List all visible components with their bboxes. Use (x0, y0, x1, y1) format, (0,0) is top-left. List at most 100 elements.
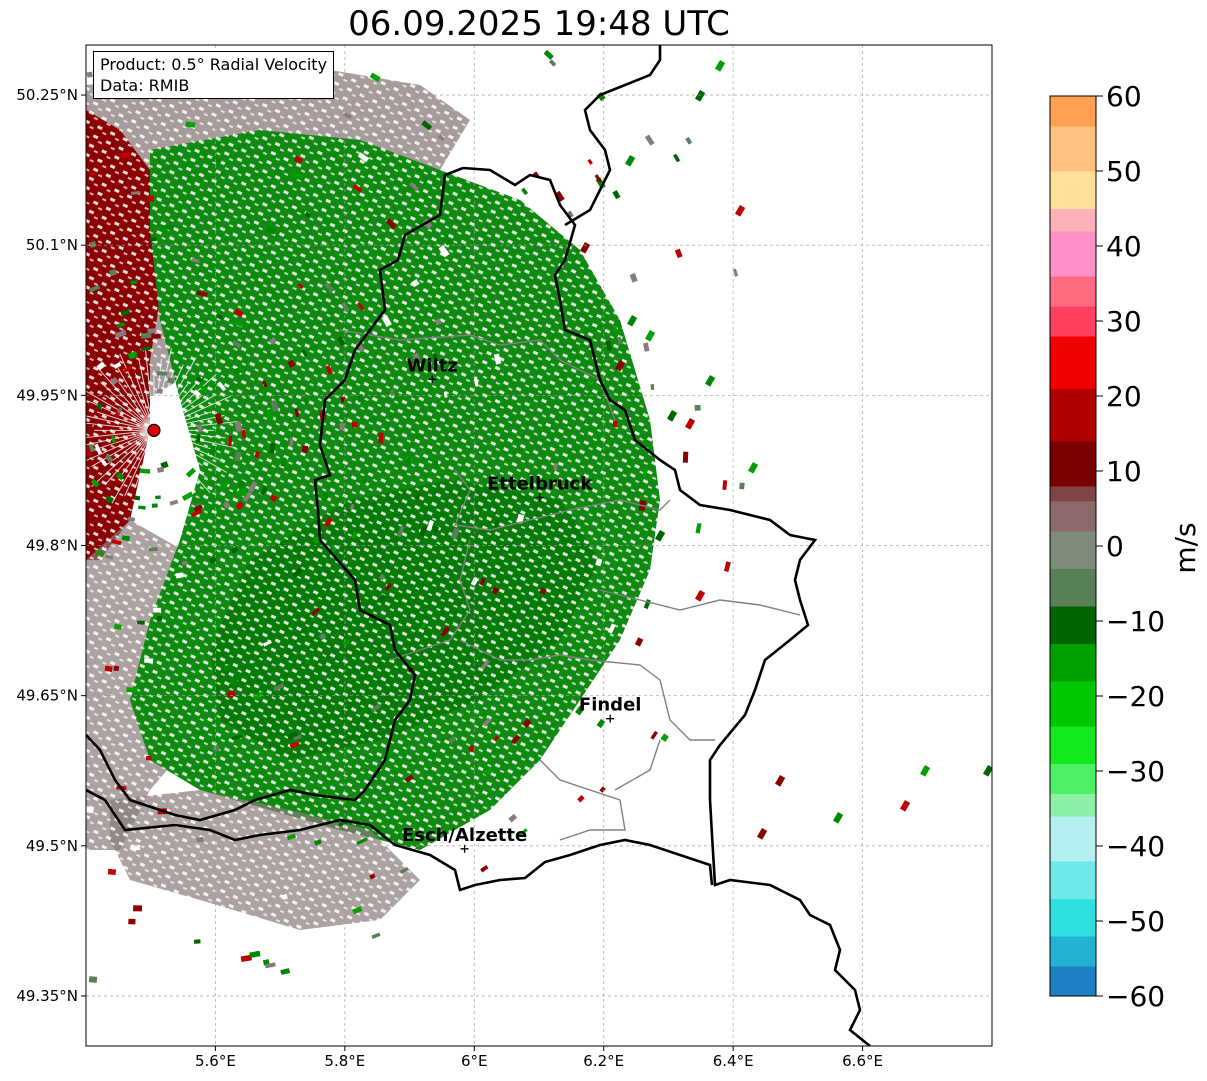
echo-block (920, 765, 931, 777)
echo-block (113, 623, 122, 630)
radar-radial (86, 429, 155, 439)
radar-radial (153, 373, 217, 431)
echo-block (643, 342, 650, 352)
echo-block (685, 136, 693, 145)
echo-block (153, 607, 162, 613)
colorbar-segment (1050, 966, 1096, 997)
echo-block (269, 442, 276, 454)
echo-block (434, 459, 439, 469)
echo-block (757, 828, 768, 840)
echo-block (553, 463, 558, 471)
lon-tick-label: 5.8°E (324, 1052, 365, 1070)
echo-block (304, 211, 312, 218)
echo-block (147, 328, 156, 334)
city-layer: Wiltz Ettelbruck Findel Esch/Alzette (402, 355, 641, 853)
echo-block (188, 625, 199, 631)
echo-block (548, 59, 557, 67)
echo-block (294, 408, 300, 418)
echo-block (88, 284, 101, 293)
radar-radial (105, 430, 155, 485)
echo-block (414, 493, 421, 500)
info-box: Product: 0.5° Radial Velocity Data: RMIB (93, 51, 335, 99)
echo-block (685, 417, 696, 430)
echo-block (369, 72, 381, 82)
echo-block (575, 705, 585, 716)
echo-block (493, 519, 500, 529)
echo-block (160, 461, 169, 469)
colorbar-tick-label: −40 (1106, 830, 1165, 863)
echo-block (151, 503, 158, 508)
echo-block (191, 508, 203, 518)
echo-block (217, 381, 227, 392)
echo-block (493, 353, 502, 365)
radar-radial (153, 393, 217, 431)
echo-block (116, 407, 123, 414)
radar-radial (153, 357, 197, 431)
echo-block (155, 495, 161, 500)
echo-block (389, 389, 396, 397)
radar-radial (153, 364, 184, 431)
colorbar-segment (1050, 276, 1096, 307)
echo-block (473, 376, 479, 387)
echo-block (233, 451, 242, 462)
echo-block (236, 486, 245, 495)
echo-block (169, 499, 179, 506)
echo-block (196, 836, 204, 843)
echo-block (191, 258, 200, 263)
echo-block (196, 290, 208, 298)
country-border-south (86, 788, 714, 892)
echo-block (149, 237, 157, 242)
echo-block (287, 359, 296, 368)
country-border-north (564, 45, 662, 227)
echo-block (493, 735, 499, 742)
echo-block (250, 661, 258, 667)
echo-block (297, 282, 304, 290)
echo-block (351, 531, 359, 540)
colorbar-tick-label: −10 (1106, 605, 1165, 638)
echo-block (198, 384, 209, 394)
colorbar-tick-label: 30 (1106, 305, 1142, 338)
echo-block (110, 435, 117, 444)
echo-block (121, 366, 132, 374)
echo-block (175, 572, 184, 579)
echo-block (130, 844, 141, 850)
echo-block (480, 659, 490, 670)
colorbar-segment (1050, 763, 1096, 794)
lat-tick-label: 49.5°N (26, 837, 78, 855)
radar-radial (153, 358, 162, 431)
echo-block (432, 352, 439, 362)
echo-block (240, 954, 252, 963)
echo-block (144, 658, 154, 663)
echo-block (715, 60, 726, 72)
echo-block (195, 376, 203, 383)
echo-block (130, 280, 138, 285)
echo-block (86, 446, 92, 458)
echo-block (695, 90, 706, 102)
echo-block (110, 376, 119, 386)
colorbar-tick-label: 50 (1106, 155, 1142, 188)
radar-radial (119, 353, 155, 431)
echo-block (412, 352, 420, 361)
echo-block (517, 828, 528, 838)
echo-block (222, 664, 232, 671)
echo-block (148, 547, 158, 552)
echo-block (233, 308, 244, 318)
echo-block (625, 154, 636, 167)
echo-block (228, 435, 233, 447)
lat-tick-label: 49.35°N (16, 987, 78, 1005)
echo-block (482, 717, 492, 727)
echo-block (121, 535, 131, 542)
colorbar-segment (1050, 171, 1096, 209)
echo-block (281, 893, 288, 900)
echo-block (480, 864, 489, 873)
country-border-west (86, 166, 464, 822)
echo-block (491, 586, 499, 595)
colorbar-tick-label: 40 (1106, 230, 1142, 263)
echo-block (197, 424, 203, 433)
echo-block (467, 745, 476, 753)
echo-block (324, 517, 333, 528)
echo-block (356, 837, 368, 845)
echo-block (340, 301, 350, 313)
echo-block (114, 329, 127, 339)
